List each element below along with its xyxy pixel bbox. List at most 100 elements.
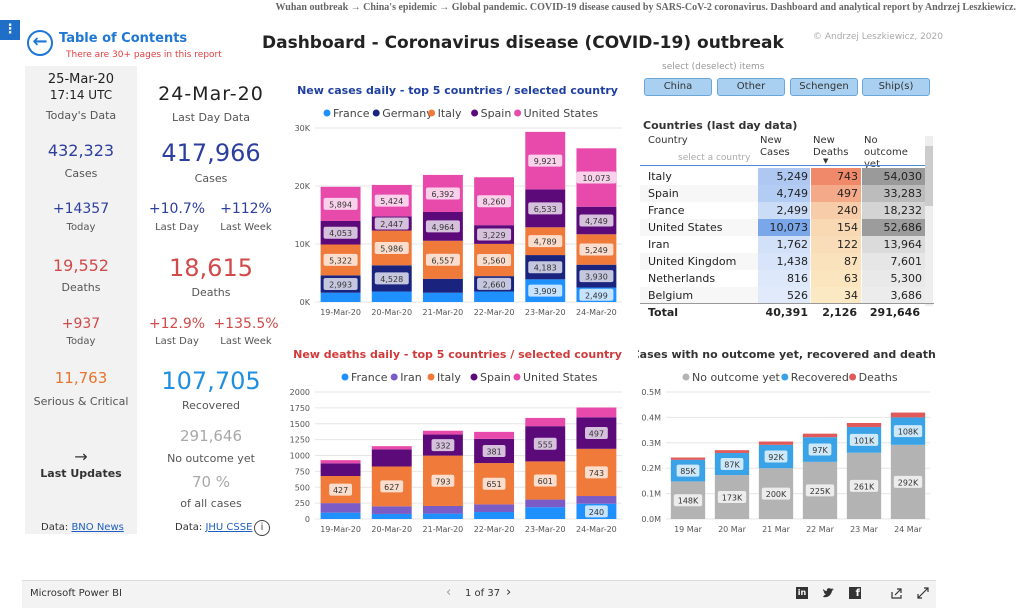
data-label-bg	[893, 425, 923, 438]
data-label-bg	[482, 477, 506, 490]
data-label-bg	[528, 235, 563, 248]
new-deaths-cell: 34	[844, 289, 858, 302]
legend-label: France	[351, 371, 388, 384]
info-icon[interactable]: i	[254, 520, 270, 536]
data-label-bg	[579, 243, 614, 256]
report-caption: Wuhan outbreak → China's epidemic → Glob…	[275, 2, 1016, 13]
data-label: 5,322	[329, 256, 352, 265]
prev-page-icon[interactable]: ‹	[446, 585, 452, 600]
col-header-no-outcome[interactable]: No outcome yet	[864, 135, 908, 170]
col-header-new-cases[interactable]: New Cases	[760, 135, 790, 158]
new-deaths-heat-cell	[811, 219, 861, 236]
total-new-cases: 40,391	[765, 306, 808, 319]
new-deaths-heat-cell	[811, 185, 861, 202]
data-label: 261K	[854, 482, 875, 491]
data-label: 743	[589, 469, 604, 478]
legend-label: United States	[523, 371, 598, 384]
data-label-bg	[323, 278, 358, 291]
arrow-right-icon[interactable]: →	[74, 447, 88, 466]
next-page-icon[interactable]: ›	[506, 585, 512, 600]
powerbi-brand-link[interactable]: Microsoft Power BI	[30, 588, 122, 599]
no-outcome-cell: 52,686	[883, 221, 923, 234]
legend-marker	[514, 109, 522, 117]
today-deaths: 19,552	[53, 256, 109, 275]
data-label-bg	[528, 202, 563, 215]
jhu-csse-link[interactable]: JHU CSSE	[205, 522, 253, 533]
table-scrollbar[interactable]	[925, 136, 933, 306]
bar-segment	[846, 422, 882, 428]
data-label-bg	[477, 277, 512, 290]
y-tick-label: 2000	[290, 388, 310, 397]
new-deaths-cell: 87	[844, 255, 858, 268]
col-header-country[interactable]: Country	[648, 135, 688, 146]
filter-schengen-button[interactable]: Schengen	[790, 78, 858, 96]
filter-china-button[interactable]: China	[644, 78, 712, 96]
filter-ships-button[interactable]: Ship(s)	[862, 78, 930, 96]
x-tick-label: 19-Mar-20	[320, 525, 361, 534]
bar-segment	[371, 446, 412, 450]
linkedin-icon[interactable]: in	[796, 587, 808, 599]
new-cases-heat-cell	[758, 253, 810, 270]
data-label: 4,749	[585, 217, 608, 226]
y-tick-label: 1500	[290, 420, 310, 429]
share-icon[interactable]	[890, 587, 903, 599]
bar-segment	[320, 512, 361, 519]
new-cases-cell: 816	[787, 272, 808, 285]
total-new-deaths: 2,126	[822, 306, 857, 319]
bno-news-link[interactable]: BNO News	[71, 522, 124, 533]
x-tick-label: 19-Mar-20	[320, 308, 361, 317]
sort-desc-icon[interactable]: ▼	[823, 157, 829, 165]
x-tick-label: 23 Mar	[850, 525, 879, 534]
no-outcome-total: 291,646	[179, 427, 243, 445]
filter-other-button[interactable]: Other	[717, 78, 785, 96]
data-label: 427	[333, 486, 348, 495]
no-outcome-pct: 70 %	[191, 473, 231, 491]
x-tick-label: 22-Mar-20	[474, 525, 515, 534]
menu-icon[interactable]: ⋮	[0, 20, 20, 40]
data-label-bg	[329, 483, 352, 496]
x-tick-label: 24 Mar	[894, 525, 923, 534]
serious-critical: 11,763	[54, 369, 108, 387]
data-label: 332	[435, 442, 450, 451]
fullscreen-icon[interactable]	[917, 587, 929, 599]
bar-segment	[320, 503, 361, 513]
facebook-icon[interactable]: f	[849, 587, 861, 599]
last-updates-button[interactable]: Last Updates	[40, 467, 122, 480]
x-tick-label: 21 Mar	[762, 525, 791, 534]
data-label: 9,921	[534, 157, 557, 166]
scrollbar-thumb[interactable]	[925, 146, 933, 206]
data-label: 4,528	[380, 275, 403, 284]
legend-marker	[427, 373, 435, 381]
total-divider	[640, 303, 934, 304]
recovered-label: Recovered	[181, 399, 240, 412]
chart-title: New cases daily - top 5 countries / sele…	[297, 84, 618, 97]
status-bar	[22, 580, 936, 608]
bar-segment	[422, 292, 463, 302]
data-label: 173K	[722, 494, 743, 503]
data-label: 555	[538, 440, 553, 449]
legend-marker	[781, 373, 789, 381]
chart-title: Cases with no outcome yet, recovered and…	[638, 348, 936, 361]
jhu-source: Data: JHU CSSE	[175, 522, 252, 533]
y-tick-label: 0.5M	[641, 388, 661, 397]
total-no-outcome: 291,646	[869, 306, 920, 319]
new-deaths-heat-cell	[811, 168, 861, 185]
legend-label: France	[333, 107, 370, 120]
cases-pct-day: +10.7%	[148, 201, 206, 217]
no-outcome-heat-cell	[862, 185, 927, 202]
toc-link[interactable]: Table of Contents	[59, 31, 188, 46]
bar-segment	[525, 507, 566, 519]
cases-pct-week: +112%	[220, 201, 272, 217]
bno-source: Data: BNO News	[41, 522, 124, 533]
data-label-bg	[717, 491, 747, 504]
country-search-input[interactable]: select a country	[678, 153, 751, 163]
col-header-new-deaths[interactable]: New Deaths	[813, 135, 849, 158]
twitter-icon[interactable]	[822, 587, 835, 599]
new-cases-cell: 526	[787, 289, 808, 302]
no-outcome-heat-cell	[862, 270, 927, 287]
back-arrow-icon[interactable]: ←	[27, 30, 53, 56]
data-label: 8,260	[483, 198, 506, 207]
bar-segment	[474, 504, 515, 513]
data-label: 3,930	[585, 273, 608, 282]
data-label: 5,986	[380, 244, 403, 253]
